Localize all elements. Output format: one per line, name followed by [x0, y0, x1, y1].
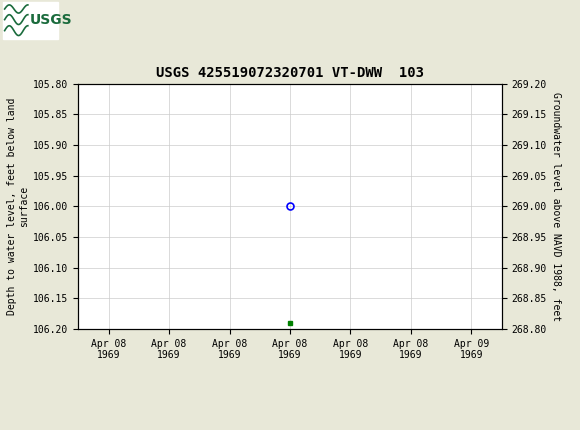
Title: USGS 425519072320701 VT-DWW  103: USGS 425519072320701 VT-DWW 103: [156, 66, 424, 80]
Text: USGS: USGS: [30, 13, 72, 28]
Y-axis label: Groundwater level above NAVD 1988, feet: Groundwater level above NAVD 1988, feet: [551, 92, 561, 321]
Bar: [3, 2, 58, 39]
Y-axis label: Depth to water level, feet below land
surface: Depth to water level, feet below land su…: [7, 98, 29, 315]
